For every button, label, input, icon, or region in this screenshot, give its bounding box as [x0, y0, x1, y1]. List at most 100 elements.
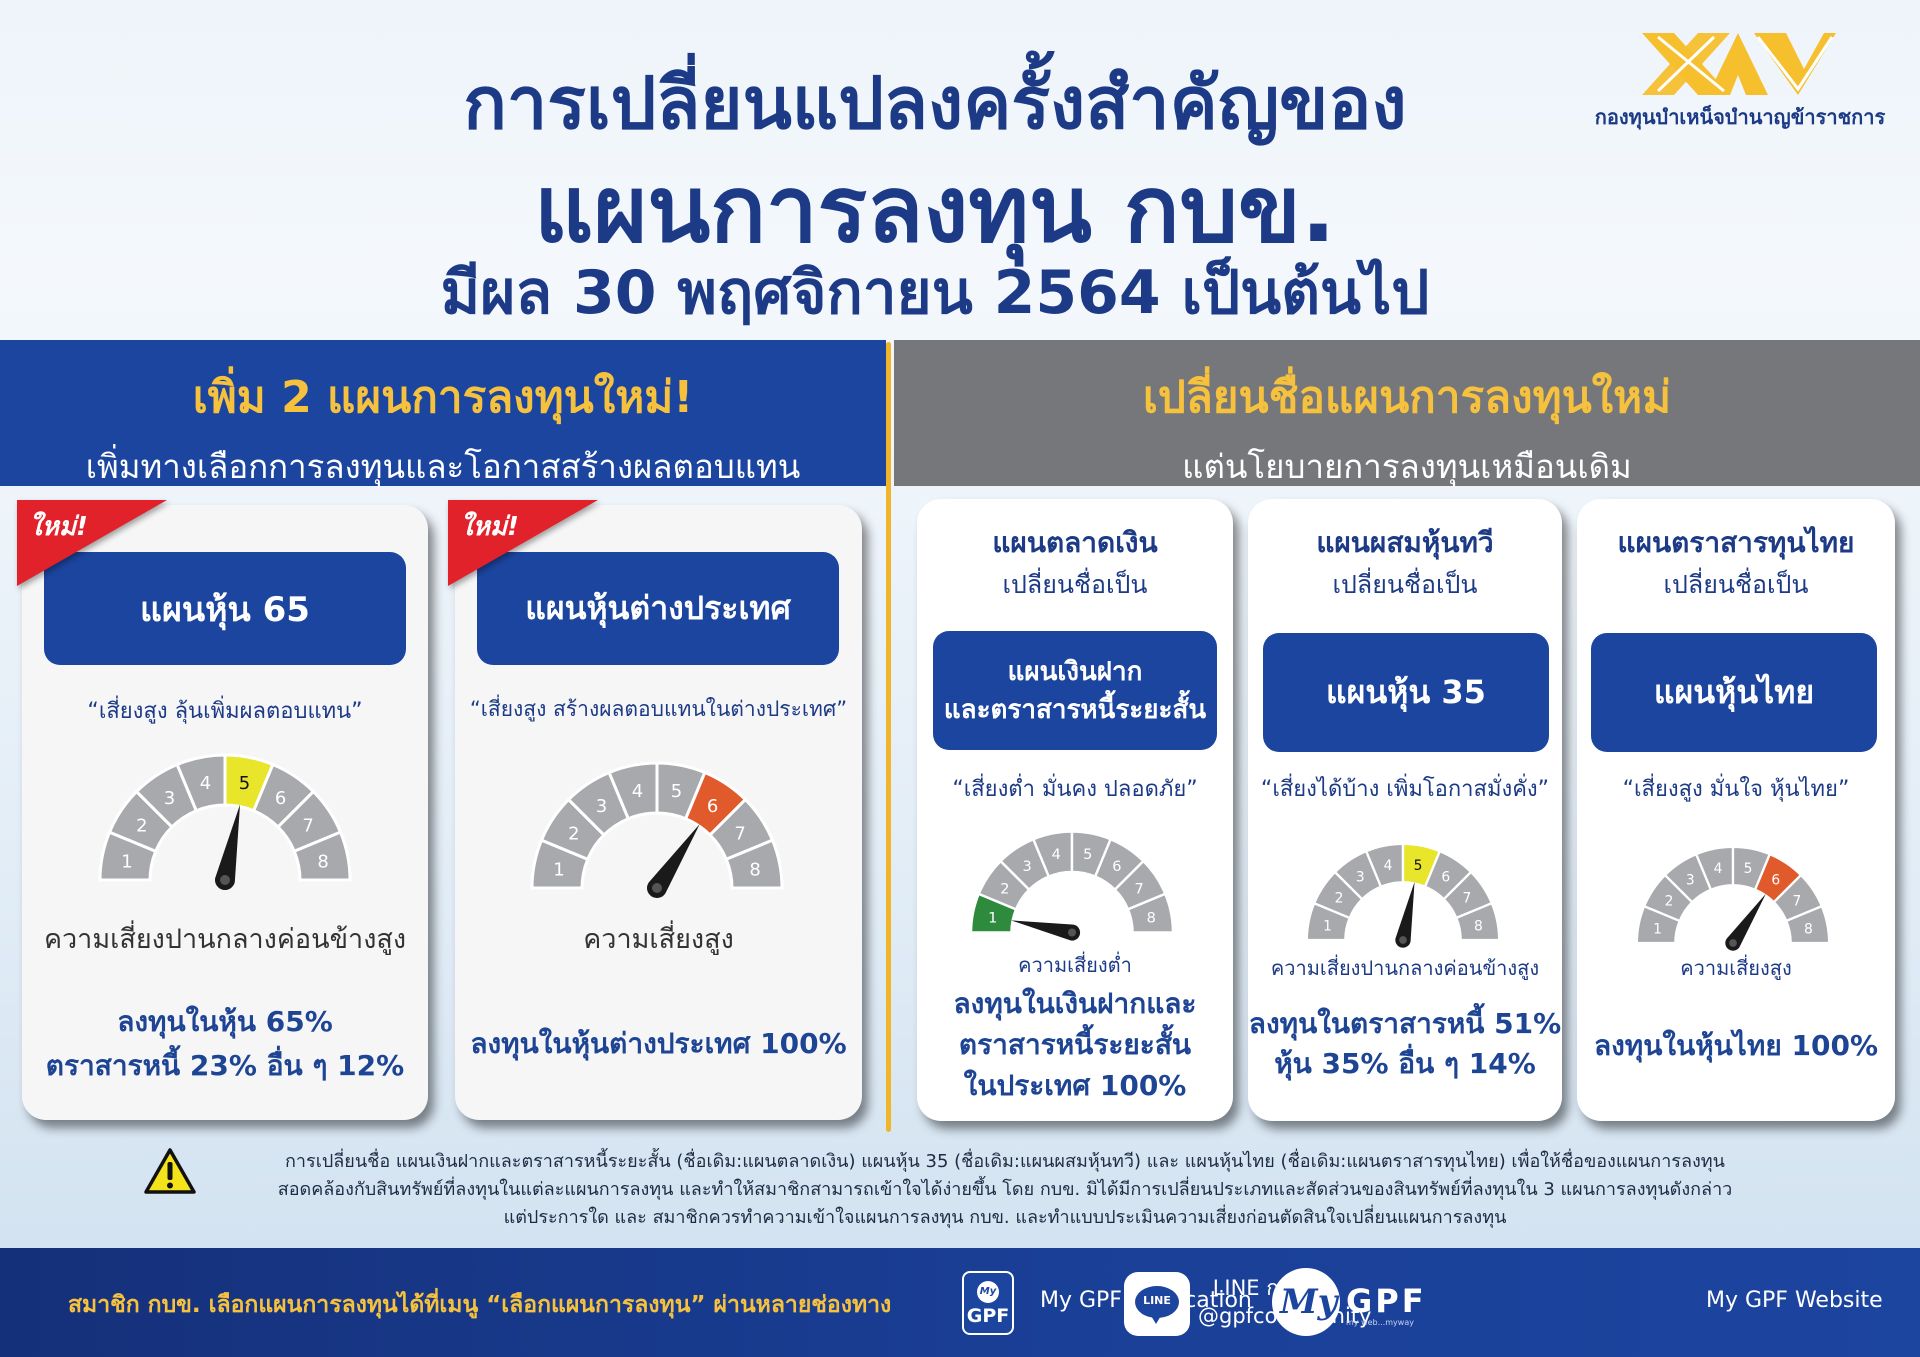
- risk-gauge: 123 4 5 678: [1305, 842, 1501, 948]
- gauge-needle: [215, 804, 241, 890]
- gauge-level-label: 5: [239, 773, 250, 794]
- risk-label: ความเสี่ยงสูง: [1680, 956, 1792, 980]
- gauge-level-label: 8: [1804, 921, 1813, 937]
- plan-slogan: “เสี่ยงได้บ้าง เพิ่มโอกาสมั่งคั่ง”: [1260, 777, 1550, 802]
- website-icon-script: My: [1280, 1282, 1338, 1322]
- new-badge-text: ใหม่!: [460, 512, 519, 542]
- new-plan-name-box: แผนเงินฝาก และตราสารหนี้ระยะสั้น: [933, 631, 1217, 750]
- disclaimer-line2: สอดคล้องกับสินทรัพย์ที่ลงทุนในแต่ละแผนกา…: [277, 1179, 1733, 1200]
- risk-label: ความเสี่ยงต่ำ: [1018, 953, 1132, 977]
- new-plan-name-box: แผนหุ้นไทย: [1591, 633, 1877, 752]
- gauge-level-label: 1: [1323, 918, 1332, 934]
- allocation-line1: ลงทุนในหุ้นต่างประเทศ 100%: [470, 1027, 847, 1060]
- plan-slogan: “เสี่ยงสูง ลุ้นเพิ่มผลตอบแทน”: [87, 699, 363, 724]
- footer-bar: [0, 1248, 1920, 1357]
- rename-label: เปลี่ยนชื่อเป็น: [1332, 570, 1478, 599]
- gauge-level-label: 8: [1474, 918, 1483, 934]
- old-plan-name: แผนผสมหุ้นทวี: [1316, 526, 1494, 559]
- gpf-logo-icon: [1642, 33, 1836, 95]
- allocation-line2: ตราสารหนี้ระยะสั้น: [958, 1028, 1192, 1061]
- gauge-hub: [1399, 936, 1407, 944]
- gauge-level-label: 5: [1744, 861, 1753, 877]
- allocation-line1: ลงทุนในเงินฝากและ: [953, 987, 1197, 1020]
- gauge-hub: [1729, 939, 1737, 947]
- allocation-line1: ลงทุนในตราสารหนี้ 51%: [1248, 1007, 1562, 1040]
- allocation-line1: ลงทุนในหุ้น 65%: [117, 1005, 333, 1038]
- rename-label: เปลี่ยนชื่อเป็น: [1002, 570, 1148, 599]
- gauge-level-label: 4: [1384, 858, 1393, 874]
- new-plan-name: แผนหุ้นไทย: [1653, 673, 1815, 711]
- warning-icon: [144, 1148, 196, 1194]
- gauge-level-label: 4: [1714, 861, 1723, 877]
- risk-gauge: 123 4 5 678: [530, 761, 784, 898]
- plan-card-foreign-equity: แผนหุ้นต่างประเทศ “เสี่ยงสูง สร้างผลตอบแ…: [455, 505, 862, 1120]
- plan-slogan: “เสี่ยงต่ำ มั่นคง ปลอดภัย”: [952, 777, 1198, 802]
- gauge-needle: [647, 823, 700, 898]
- my-gpf-website-icon[interactable]: My: [1272, 1268, 1340, 1336]
- plan-name: แผนหุ้นต่างประเทศ: [525, 589, 791, 627]
- gauge-level-label: 2: [1335, 891, 1344, 907]
- gauge-level-label: 6: [707, 796, 718, 817]
- plan-name: แผนหุ้น 65: [140, 589, 310, 630]
- gauge-hub: [220, 875, 230, 885]
- gauge-level-label: 1: [1653, 921, 1662, 937]
- plan-slogan: “เสี่ยงสูง สร้างผลตอบแทนในต่างประเทศ”: [469, 697, 848, 721]
- allocation-line2: ตราสารหนี้ 23% อื่น ๆ 12%: [45, 1049, 405, 1082]
- allocation-line3: ในประเทศ 100%: [963, 1069, 1187, 1102]
- gauge-level-label: 7: [1793, 894, 1802, 910]
- new-plans-subtitle: เพิ่มทางเลือกการลงทุนและโอกาสสร้างผลตอบแ…: [85, 447, 801, 486]
- plan-slogan: “เสี่ยงสูง มั่นใจ หุ้นไทย”: [1622, 777, 1850, 802]
- old-plan-name: แผนตราสารทุนไทย: [1617, 526, 1855, 559]
- gauge-level-label: 7: [734, 823, 745, 844]
- new-plan-name-box: แผนหุ้น 35: [1263, 633, 1549, 752]
- risk-gauge: 123 4 5 678: [1635, 845, 1831, 951]
- plan-card-equity-35: แผนผสมหุ้นทวี เปลี่ยนชื่อเป็น แผนหุ้น 35…: [1248, 499, 1562, 1121]
- gauge-level-label: 8: [317, 851, 328, 872]
- disclaimer-line1: การเปลี่ยนชื่อ แผนเงินฝากและตราสารหนี้ระ…: [285, 1151, 1725, 1172]
- gauge-level-label: 3: [1686, 872, 1695, 888]
- new-plan-name-line1: แผนเงินฝาก: [1007, 656, 1143, 687]
- gauge-level-label: 6: [1112, 859, 1121, 875]
- line-icon-text: LINE: [1143, 1294, 1171, 1307]
- renamed-plans-subtitle: แต่นโยบายการลงทุนเหมือนเดิม: [1182, 447, 1632, 486]
- gauge-level-label: 6: [275, 788, 286, 809]
- gauge-level-label: 3: [596, 796, 607, 817]
- website-brand: GPF: [1346, 1282, 1427, 1320]
- gauge-segment-8: [1454, 901, 1501, 942]
- renamed-plans-header: เปลี่ยนชื่อแผนการลงทุนใหม่ แต่นโยบายการล…: [894, 340, 1920, 486]
- gauge-level-label: 7: [1463, 891, 1472, 907]
- gauge-segment-8: [1126, 892, 1175, 934]
- new-badge: ใหม่!: [17, 500, 167, 586]
- new-badge: ใหม่!: [448, 500, 598, 586]
- app-icon-gpf: GPF: [966, 1305, 1010, 1327]
- gauge-level-label: 4: [1052, 847, 1061, 863]
- gauge-level-label: 8: [1147, 910, 1156, 926]
- line-icon[interactable]: LINE: [1124, 1272, 1190, 1336]
- risk-label: ความเสี่ยงปานกลางค่อนข้างสูง: [1270, 956, 1540, 980]
- gauge-level-label: 3: [1356, 869, 1365, 885]
- risk-gauge: 123 4 5 678: [98, 753, 352, 890]
- plan-card-thai-equity: แผนตราสารทุนไทย เปลี่ยนชื่อเป็น แผนหุ้นไ…: [1577, 499, 1895, 1121]
- gauge-level-label: 1: [121, 851, 132, 872]
- gauge-level-label: 3: [1023, 859, 1032, 875]
- footer-call-to-action: สมาชิก กบข. เลือกแผนการลงทุนได้ที่เมนู “…: [68, 1292, 892, 1318]
- logo-text: กองทุนบำเหน็จบำนาญข้าราชการ: [1594, 105, 1886, 129]
- gauge-level-label: 2: [1665, 894, 1674, 910]
- gauge-level-label: 4: [632, 781, 643, 802]
- gauge-segment-8: [724, 838, 784, 890]
- new-plans-title: เพิ่ม 2 แผนการลงทุนใหม่!: [192, 372, 694, 423]
- risk-gauge: 123 4 5 678: [969, 830, 1175, 941]
- my-gpf-app-icon[interactable]: My GPF: [962, 1271, 1014, 1335]
- gauge-level-label: 6: [1771, 872, 1780, 888]
- my-gpf-website-link[interactable]: My GPF Website: [1706, 1288, 1883, 1313]
- website-tagline: my web...myway: [1346, 1318, 1414, 1327]
- gauge-level-label: 5: [1414, 858, 1423, 874]
- gauge-segment-8: [292, 830, 352, 882]
- disclaimer-text: การเปลี่ยนชื่อ แผนเงินฝากและตราสารหนี้ระ…: [205, 1148, 1805, 1232]
- page-title-line1: การเปลี่ยนแปลงครั้งสำคัญของ: [463, 61, 1407, 145]
- allocation-line1: ลงทุนในหุ้นไทย 100%: [1593, 1029, 1879, 1062]
- gauge-needle: [1725, 893, 1766, 951]
- page-title-line2: แผนการลงทุน กบข.: [534, 156, 1336, 263]
- gauge-needle: [1395, 881, 1415, 948]
- gauge-hub: [1067, 928, 1077, 937]
